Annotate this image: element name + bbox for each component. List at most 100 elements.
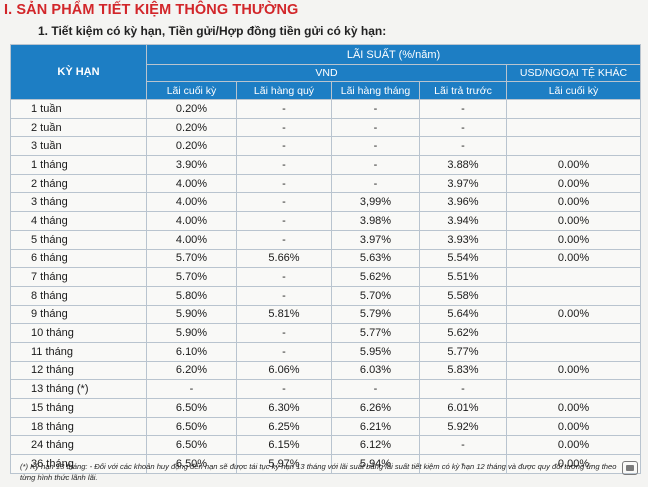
- table-row: 18 tháng 6.50% 6.25% 6.21% 5.92% 0.00%: [10, 416, 642, 437]
- table-row: 15 tháng 6.50% 6.30% 6.26% 6.01% 0.00%: [10, 398, 642, 418]
- term-cell: 11 tháng: [10, 341, 147, 362]
- rate-cell: 5.77%: [331, 323, 420, 343]
- rate-cell: 5.70%: [146, 267, 237, 287]
- sub-title: 1. Tiết kiệm có kỳ hạn, Tiền gửi/Hợp đồn…: [38, 24, 387, 38]
- rate-cell: 0.00%: [505, 304, 642, 325]
- rate-cell: 3.97%: [419, 173, 507, 194]
- term-cell: 13 tháng (*): [10, 379, 147, 399]
- rate-cell: 6.26%: [331, 398, 420, 418]
- rate-cell: 0.00%: [505, 229, 642, 250]
- table-row: 8 tháng 5.80% -5.70% 5.58%: [10, 285, 642, 306]
- rate-cell: [505, 341, 642, 362]
- table-row: 7 tháng 5.70% -5.62% 5.51%: [10, 267, 642, 287]
- rate-cell: 0.00%: [505, 192, 642, 213]
- rate-cell: 0.00%: [505, 435, 642, 456]
- column-header: Lãi hàng tháng: [331, 81, 420, 100]
- screen-capture-icon[interactable]: [622, 461, 638, 475]
- rate-cell: 6.21%: [331, 416, 420, 437]
- rate-cell: 5.77%: [419, 341, 507, 362]
- rate-cell: 4.00%: [146, 211, 237, 231]
- rate-cell: -: [236, 136, 332, 157]
- rate-cell: 3.96%: [419, 192, 507, 213]
- rate-cell: -: [236, 192, 332, 213]
- term-cell: 5 tháng: [10, 229, 147, 250]
- footnote: (*) Kỳ hạn 13 tháng: - Đối với các khoản…: [20, 462, 617, 482]
- rate-cell: -: [331, 99, 420, 119]
- rate-cell: 5.90%: [146, 323, 237, 343]
- term-cell: 15 tháng: [10, 398, 147, 418]
- rate-cell: 3.88%: [419, 155, 507, 175]
- section-title: I. SẢN PHẨM TIẾT KIỆM THÔNG THƯỜNG: [4, 2, 299, 18]
- rate-rows: 1 tuần 0.20% - - -2 tuần 0.20% - - -3 tuần 0.20% -…: [10, 99, 642, 474]
- rate-cell: -: [419, 379, 507, 399]
- rate-cell: 5.97%: [236, 454, 332, 474]
- interest-rate-table: KỲ HẠN LÃI SUẤT (%/năm) VND USD/NGOẠI TỆ…: [10, 44, 642, 474]
- rate-cell: 0.00%: [505, 155, 642, 175]
- rate-cell: 4.00%: [146, 173, 237, 194]
- rate-cell: 3.98%: [331, 211, 420, 231]
- rate-cell: -: [331, 136, 420, 157]
- rate-cell: 5.58%: [419, 285, 507, 306]
- rate-cell: 6.30%: [236, 398, 332, 418]
- term-cell: 9 tháng: [10, 304, 147, 325]
- rate-cell: 5.95%: [331, 341, 420, 362]
- rate-cell: -: [331, 379, 420, 399]
- rate-cell: 3.97%: [331, 229, 420, 250]
- rate-cell: -: [236, 379, 332, 399]
- table-row: 11 tháng 6.10% -5.95% 5.77%: [10, 341, 642, 362]
- table-row: 6 tháng 5.70% 5.66% 5.63% 5.54% 0.00%: [10, 248, 642, 269]
- term-header: KỲ HẠN: [10, 44, 147, 100]
- table-row: 2 tuần 0.20% - - -: [10, 117, 642, 138]
- rate-cell: 6.50%: [146, 454, 237, 474]
- rate-cell: 0.00%: [505, 416, 642, 437]
- rate-cell: -: [236, 285, 332, 306]
- rate-cell: -: [419, 99, 507, 119]
- rate-cell: 5.83%: [419, 360, 507, 381]
- rate-cell: -: [419, 136, 507, 157]
- interest-rate-header: LÃI SUẤT (%/năm): [145, 44, 642, 65]
- rate-cell: 3.93%: [419, 229, 507, 250]
- rate-cell: -: [146, 379, 237, 399]
- rate-cell: 6.12%: [331, 435, 420, 456]
- rate-cell: 6.50%: [146, 398, 237, 418]
- term-cell: 2 tháng: [10, 173, 147, 194]
- column-header: Lãi trả trước: [419, 81, 507, 100]
- rate-cell: 0.00%: [505, 248, 642, 269]
- rate-cell: -: [236, 211, 332, 231]
- table-row: 10 tháng 5.90% -5.77% 5.62%: [10, 323, 642, 343]
- table-row: 13 tháng (*) - - - -: [10, 379, 642, 399]
- table-row: 1 tuần 0.20% - - -: [10, 99, 642, 119]
- rate-cell: 5.70%: [331, 285, 420, 306]
- term-cell: 7 tháng: [10, 267, 147, 287]
- rate-cell: 6.20%: [146, 360, 237, 381]
- rate-cell: 5.51%: [419, 267, 507, 287]
- term-cell: 24 tháng: [10, 435, 147, 456]
- rate-cell: -: [331, 155, 420, 175]
- table-row: 24 tháng 6.50% 6.15% 6.12% -0.00%: [10, 435, 642, 456]
- rate-cell: 5.92%: [419, 416, 507, 437]
- rate-cell: -: [331, 117, 420, 138]
- table-row: 1 tháng 3.90% - -3.88% 0.00%: [10, 155, 642, 175]
- table-row: 4 tháng 4.00% -3.98% 3.94% 0.00%: [10, 211, 642, 231]
- rate-cell: [505, 323, 642, 343]
- rate-cell: 5.94%: [331, 454, 420, 474]
- rate-cell: 6.06%: [236, 360, 332, 381]
- rate-cell: 6.50%: [146, 435, 237, 456]
- term-cell: 1 tuần: [10, 99, 147, 119]
- rate-cell: 4.00%: [146, 192, 237, 213]
- rate-cell: [505, 117, 642, 138]
- rate-cell: 6.03%: [331, 360, 420, 381]
- rate-cell: 4.00%: [146, 229, 237, 250]
- term-cell: 10 tháng: [10, 323, 147, 343]
- table-row: 3 tuần 0.20% - - -: [10, 136, 642, 157]
- column-header: Lãi cuối kỳ: [505, 81, 642, 100]
- rate-cell: 6.01%: [419, 398, 507, 418]
- rate-cell: 0.00%: [505, 360, 642, 381]
- rate-cell: 5.66%: [236, 248, 332, 269]
- table-row: 36 tháng 6.50% 5.97% 5.94% -0.00%: [10, 454, 642, 474]
- term-cell: 2 tuần: [10, 117, 147, 138]
- rate-cell: 0.00%: [505, 398, 642, 418]
- term-cell: 8 tháng: [10, 285, 147, 306]
- rate-cell: -: [419, 435, 507, 456]
- rate-cell: [505, 99, 642, 119]
